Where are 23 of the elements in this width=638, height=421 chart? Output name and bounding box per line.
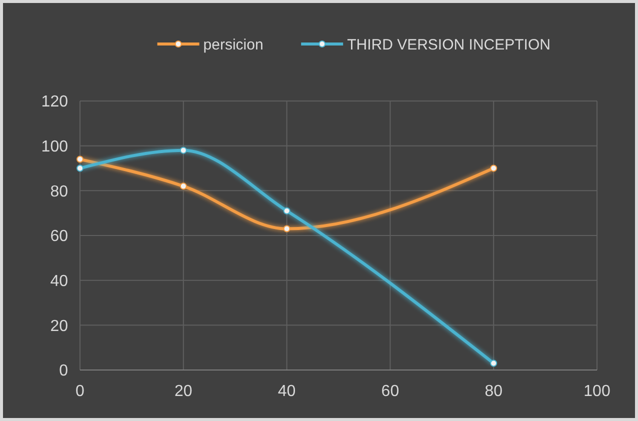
point <box>283 207 290 214</box>
point <box>76 164 84 172</box>
y-tick-label: 20 <box>50 318 68 335</box>
y-tick-label: 0 <box>59 362 68 380</box>
x-tick-label: 60 <box>381 383 400 400</box>
x-tick-label: 80 <box>484 383 503 400</box>
point <box>490 360 498 367</box>
point <box>180 182 187 190</box>
y-tick-label: 60 <box>50 228 68 246</box>
x-tick-label: 20 <box>174 383 192 400</box>
legend-label: persicion <box>203 36 264 54</box>
legend-label: THIRD VERSION INCEPTION <box>347 36 550 54</box>
point <box>180 146 187 154</box>
y-tick-label: 120 <box>41 94 68 111</box>
point <box>490 164 498 172</box>
x-tick-label: 100 <box>584 383 610 400</box>
point <box>283 225 290 232</box>
y-tick-label: 40 <box>50 272 68 290</box>
x-tick-label: 0 <box>76 383 85 400</box>
y-tick-label: 100 <box>41 138 68 156</box>
y-tick-label: 80 <box>50 183 68 200</box>
x-tick-label: 40 <box>278 383 296 400</box>
point <box>76 156 84 163</box>
